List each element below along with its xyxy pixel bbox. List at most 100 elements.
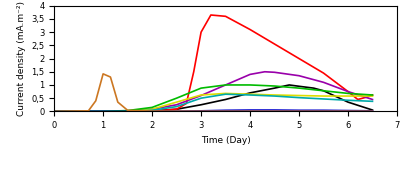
(SM) iTBZ-2.0 kGy: [174, 105, 179, 108]
(CJ) nTBZ: [223, 15, 228, 17]
(SM) iTBZ-4.0 kGy: [52, 110, 57, 113]
(CJ) nTBZ: [101, 110, 105, 113]
(SM)nTBZ-1.0 kGy: [248, 73, 253, 76]
(SM) iTBZ-2.0 kGy: [272, 95, 277, 97]
(SM) iTBZ-2.0 kGy: [248, 94, 253, 96]
(CJ) nTBZ: [272, 43, 277, 45]
(SM) nTBZ: [346, 101, 350, 103]
(CJ) iTBZ-4.0 kGy: [370, 110, 375, 112]
(SM)nTBZ-1.0 kGy: [174, 104, 179, 106]
(CJ) nTBZ: [191, 71, 196, 73]
(CJ) iTBZ-4.0 kGy: [198, 110, 203, 112]
(CJ) iTBZ-1.0 kGy: [76, 110, 81, 113]
(CJ) nTBZ: [209, 14, 213, 16]
(CJ) iTBZ-4.0 kGy: [346, 110, 350, 112]
(CJ) nTBZ: [184, 102, 189, 105]
Line: (CJ) iTBZ-1.0 kGy: (CJ) iTBZ-1.0 kGy: [54, 94, 373, 111]
(CJ) iTBZ-2.0 kGy: [125, 109, 130, 112]
Line: (CJ) nTBZ: (CJ) nTBZ: [54, 15, 373, 111]
(SM) iTBZ-4.0 kGy: [174, 110, 179, 112]
(CJ) iTBZ-2.0 kGy: [346, 92, 350, 95]
(CJ) iTBZ-4.0 kGy: [108, 76, 113, 78]
(CJ) iTBZ-2.0 kGy: [223, 84, 228, 86]
(SM) nTBZ: [125, 110, 130, 113]
(CJ) iTBZ-2.0 kGy: [198, 87, 203, 89]
(CJ) iTBZ-2.0 kGy: [272, 85, 277, 87]
(CJ) nTBZ: [198, 31, 203, 33]
(CJ) iTBZ-1.0 kGy: [248, 93, 253, 95]
(SM) nTBZ: [287, 84, 292, 86]
(SM)nTBZ-1.0 kGy: [272, 71, 277, 74]
(CJ) iTBZ-1.0 kGy: [321, 95, 326, 97]
(SM) iTBZ-2.0 kGy: [297, 97, 302, 99]
(SM)nTBZ-1.0 kGy: [198, 94, 203, 97]
(CJ) iTBZ-2.0 kGy: [174, 97, 179, 99]
(SM) iTBZ-4.0 kGy: [125, 110, 130, 113]
(CJ) iTBZ-4.0 kGy: [297, 110, 302, 112]
(SM) iTBZ-2.0 kGy: [150, 109, 154, 112]
(SM) nTBZ: [52, 110, 57, 113]
(CJ) iTBZ-1.0 kGy: [346, 95, 350, 97]
Line: (SM) nTBZ: (SM) nTBZ: [54, 85, 373, 111]
(CJ) iTBZ-4.0 kGy: [248, 110, 253, 112]
(SM) nTBZ: [198, 104, 203, 106]
(CJ) iTBZ-4.0 kGy: [125, 109, 130, 112]
(SM)nTBZ-1.0 kGy: [150, 108, 154, 110]
(SM) iTBZ-4.0 kGy: [370, 110, 375, 112]
(SM) iTBZ-2.0 kGy: [321, 98, 326, 100]
(CJ) nTBZ: [248, 28, 253, 31]
(SM) iTBZ-2.0 kGy: [198, 97, 203, 99]
(CJ) iTBZ-1.0 kGy: [52, 110, 57, 113]
(SM) nTBZ: [101, 110, 105, 113]
(SM) iTBZ-4.0 kGy: [223, 109, 228, 112]
(SM) nTBZ: [76, 110, 81, 113]
(SM) iTBZ-4.0 kGy: [150, 110, 154, 113]
(SM)nTBZ-1.0 kGy: [262, 71, 267, 73]
(SM) iTBZ-2.0 kGy: [125, 110, 130, 112]
(CJ) iTBZ-4.0 kGy: [52, 110, 57, 113]
(SM) iTBZ-2.0 kGy: [370, 100, 375, 103]
(SM) nTBZ: [321, 90, 326, 92]
(CJ) iTBZ-2.0 kGy: [150, 106, 154, 108]
(SM) nTBZ: [174, 108, 179, 110]
(SM) nTBZ: [370, 109, 375, 111]
(CJ) iTBZ-1.0 kGy: [101, 110, 105, 113]
(SM) iTBZ-2.0 kGy: [101, 110, 105, 113]
(CJ) iTBZ-2.0 kGy: [321, 90, 326, 92]
Line: (CJ) iTBZ-2.0 kGy: (CJ) iTBZ-2.0 kGy: [54, 85, 373, 111]
(CJ) nTBZ: [52, 110, 57, 113]
(SM)nTBZ-1.0 kGy: [223, 84, 228, 86]
(SM) iTBZ-4.0 kGy: [272, 109, 277, 111]
(SM)nTBZ-1.0 kGy: [346, 90, 350, 93]
(CJ) iTBZ-2.0 kGy: [52, 110, 57, 113]
(CJ) iTBZ-1.0 kGy: [297, 94, 302, 97]
(CJ) iTBZ-1.0 kGy: [198, 94, 203, 96]
X-axis label: Time (Day): Time (Day): [200, 136, 251, 145]
Line: (CJ) iTBZ-4.0 kGy: (CJ) iTBZ-4.0 kGy: [54, 74, 373, 111]
(CJ) nTBZ: [355, 98, 360, 101]
(CJ) iTBZ-1.0 kGy: [272, 94, 277, 96]
(SM) nTBZ: [223, 98, 228, 101]
(SM) iTBZ-4.0 kGy: [101, 110, 105, 113]
(SM)nTBZ-1.0 kGy: [297, 74, 302, 77]
(CJ) nTBZ: [365, 96, 370, 98]
(SM) iTBZ-2.0 kGy: [223, 93, 228, 95]
(CJ) iTBZ-1.0 kGy: [223, 92, 228, 95]
(SM)nTBZ-1.0 kGy: [52, 110, 57, 113]
(SM) nTBZ: [150, 110, 154, 112]
Line: (SM) iTBZ-2.0 kGy: (SM) iTBZ-2.0 kGy: [54, 94, 373, 111]
(CJ) iTBZ-4.0 kGy: [115, 101, 120, 103]
Line: (SM)nTBZ-1.0 kGy: (SM)nTBZ-1.0 kGy: [54, 72, 373, 111]
(CJ) nTBZ: [321, 72, 326, 74]
Line: (SM) iTBZ-4.0 kGy: (SM) iTBZ-4.0 kGy: [54, 110, 373, 111]
(CJ) iTBZ-2.0 kGy: [297, 87, 302, 89]
(CJ) iTBZ-4.0 kGy: [223, 110, 228, 112]
(SM) iTBZ-4.0 kGy: [198, 110, 203, 112]
(SM) nTBZ: [272, 87, 277, 89]
(CJ) nTBZ: [125, 110, 130, 113]
(CJ) iTBZ-4.0 kGy: [101, 73, 105, 75]
(SM)nTBZ-1.0 kGy: [101, 110, 105, 113]
(SM) iTBZ-4.0 kGy: [346, 109, 350, 112]
Y-axis label: Current density (mA.m⁻²): Current density (mA.m⁻²): [16, 1, 26, 116]
(CJ) iTBZ-4.0 kGy: [86, 110, 91, 112]
